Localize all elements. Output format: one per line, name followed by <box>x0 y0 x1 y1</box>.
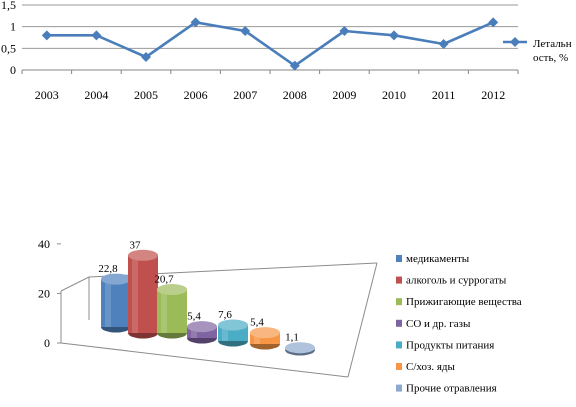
data-point-marker <box>289 60 300 71</box>
data-point-marker <box>438 39 449 49</box>
legend-label: медикаменты <box>406 253 470 265</box>
legend-label: алкоголь и суррогаты <box>406 275 507 287</box>
y-tick-label: 0,5 <box>1 41 16 55</box>
legend-label: Продукты питания <box>406 339 494 351</box>
legend-swatch <box>396 363 402 370</box>
cylinder-highlight <box>254 332 260 344</box>
data-point-marker <box>339 26 350 36</box>
legend-label: СО и др. газы <box>406 318 471 330</box>
x-tick-label: 2005 <box>134 88 158 102</box>
data-point-marker <box>190 17 201 28</box>
data-label: 22,8 <box>98 263 118 275</box>
cylinder-top <box>187 321 217 333</box>
cylinder-top <box>128 249 158 261</box>
y-tick-label: 0 <box>10 63 16 77</box>
cylinder-bar <box>250 327 280 350</box>
cylinder-bar <box>101 273 131 333</box>
right-edge <box>347 262 378 378</box>
line-chart: 0 0,5 1 1,5 2003 2004 2005 2006 2007 2008 2009 2010… <box>1 0 572 102</box>
cylinder-top <box>101 273 131 285</box>
cylinder-bar <box>285 342 315 356</box>
cylinder-highlight <box>222 325 228 341</box>
cylinder-top <box>250 327 280 339</box>
data-label: 5,4 <box>187 311 201 323</box>
data-point-marker <box>91 30 102 41</box>
cylinder-bar <box>218 319 248 347</box>
y-tick-label: 20 <box>38 286 50 300</box>
cylinder-highlight <box>105 279 111 327</box>
data-point-marker <box>41 30 52 41</box>
data-label: 20,7 <box>154 274 174 286</box>
data-point-marker <box>488 17 499 28</box>
x-tick-label: 2007 <box>233 88 257 102</box>
legend-swatch <box>396 341 402 349</box>
data-label: 1,1 <box>285 332 299 344</box>
cylinder-top <box>157 284 187 296</box>
x-tick-label: 2006 <box>184 88 208 102</box>
data-point-marker <box>240 26 251 36</box>
legend-swatch <box>396 319 402 327</box>
data-point-marker <box>389 30 399 41</box>
floor-front-edge <box>60 342 349 378</box>
x-tick-label: 2010 <box>382 88 406 102</box>
legend-swatch <box>396 276 402 284</box>
legend-swatch <box>396 384 402 392</box>
data-label: 37 <box>130 239 142 251</box>
legend-label-line2: ость, % <box>533 52 568 64</box>
cylinder-highlight <box>132 255 138 333</box>
cylinder-top <box>218 319 248 331</box>
x-tick-label: 2011 <box>432 88 456 102</box>
cylinder-highlight <box>161 289 167 333</box>
data-label: 5,4 <box>250 317 264 329</box>
legend-marker-icon <box>510 37 520 47</box>
cylinder-bar <box>128 249 158 339</box>
x-tick-label: 2012 <box>481 88 505 102</box>
legend-label: Прочие отравления <box>406 383 497 395</box>
data-point-marker <box>141 52 151 62</box>
data-label: 7,6 <box>218 309 232 321</box>
legend-label: С/хоз. яды <box>406 361 455 373</box>
y-tick-label: 0 <box>44 336 50 350</box>
cylinder-body <box>187 326 217 338</box>
cylinder-highlight <box>191 326 197 338</box>
x-tick-label: 2009 <box>332 88 356 102</box>
legend-label-line1: Летальн <box>533 38 572 50</box>
cylinder-bar <box>157 284 187 339</box>
cylinder-top <box>285 342 315 354</box>
x-tick-label: 2003 <box>35 88 59 102</box>
x-tick-label: 2008 <box>283 88 307 102</box>
cylinder-bar <box>187 321 217 344</box>
series-line <box>46 21 494 67</box>
legend-label: Прижигающие вещества <box>406 296 522 308</box>
y-tick-label: 40 <box>38 237 50 251</box>
legend-swatch <box>396 298 402 306</box>
legend-swatch <box>396 255 402 262</box>
y-tick-label: 1,5 <box>1 0 16 12</box>
y-tick-label: 1 <box>10 20 16 34</box>
cylinder-body <box>250 332 280 344</box>
x-tick-label: 2004 <box>84 88 108 102</box>
